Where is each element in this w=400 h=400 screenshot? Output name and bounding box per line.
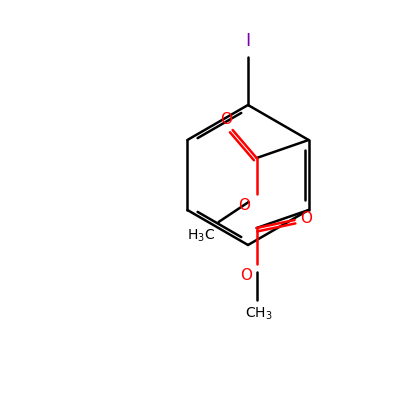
Text: O: O — [301, 210, 313, 226]
Text: H$_3$C: H$_3$C — [186, 228, 215, 244]
Text: I: I — [245, 32, 251, 50]
Text: O: O — [241, 268, 253, 283]
Text: O: O — [239, 198, 251, 213]
Text: O: O — [221, 112, 233, 127]
Text: CH$_3$: CH$_3$ — [245, 306, 272, 322]
